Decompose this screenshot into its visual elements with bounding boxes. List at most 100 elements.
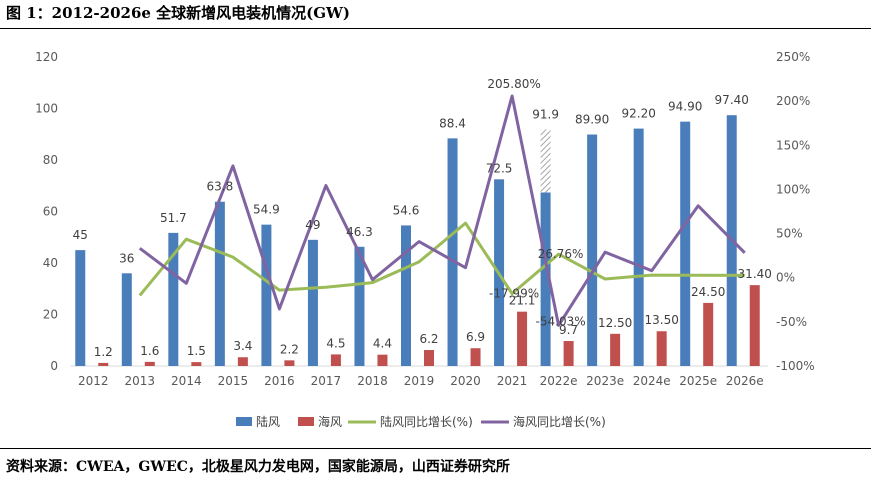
- bar-offshore: [424, 350, 434, 366]
- y-left-tick-label: 80: [43, 153, 58, 167]
- bar-onshore: [540, 192, 551, 366]
- onshore-data-label: 63.8: [207, 180, 234, 194]
- y-right-tick-label: -50%: [776, 315, 807, 329]
- bar-offshore: [610, 333, 621, 366]
- bar-onshore: [633, 128, 644, 366]
- chart-title: 图 1：2012-2026e 全球新增风电装机情况(GW): [6, 4, 350, 22]
- onshore-data-label: 97.40: [715, 93, 749, 107]
- legend-swatch-offshore: [298, 417, 314, 426]
- bar-onshore: [587, 134, 598, 366]
- offshore-data-label: 31.40: [738, 267, 772, 281]
- offshore-data-label: 1.2: [94, 345, 113, 359]
- legend-label: 海风: [318, 414, 342, 429]
- x-tick-label: 2019: [404, 374, 435, 388]
- y-left-tick-label: 100: [35, 102, 58, 116]
- legend-label: 海风同比增长(%): [513, 414, 606, 429]
- x-tick-label: 2017: [311, 374, 342, 388]
- line-onshore-yoy: [138, 221, 745, 297]
- y-left-tick-label: 60: [43, 205, 58, 219]
- y-right-tick-label: 200%: [776, 94, 810, 108]
- chart-canvas: 0 20 40 60 80 100 120 -100% -50% 0% 50% 100% 150% 200…: [35, 50, 815, 429]
- y-right-tick-label: -100%: [776, 359, 815, 373]
- x-tick-label: 2025e: [679, 374, 717, 388]
- bar-onshore: [75, 250, 86, 366]
- y-right-tick-label: 0%: [776, 271, 795, 285]
- bar-onshore: [214, 201, 225, 366]
- line-offshore-yoy: [138, 94, 746, 327]
- y-left-tick-label: 40: [43, 256, 58, 270]
- onshore-data-label: 72.5: [486, 161, 513, 175]
- bar-offshore: [284, 360, 295, 366]
- y-right-tick-label: 100%: [776, 182, 810, 196]
- bar-onshore: [680, 121, 691, 366]
- x-tick-label: 2013: [125, 374, 156, 388]
- bar-onshore: [354, 246, 365, 366]
- yoy-annotation: -54.03%: [536, 314, 586, 328]
- bar-onshore: [447, 138, 458, 366]
- onshore-data-label: 88.4: [439, 116, 466, 130]
- x-tick-label: 2015: [218, 374, 249, 388]
- bar-offshore: [656, 331, 667, 366]
- bar-offshore: [98, 362, 109, 366]
- onshore-data-label: 45: [73, 228, 88, 242]
- offshore-data-label: 4.4: [373, 337, 392, 351]
- offshore-data-label: 2.2: [280, 342, 299, 356]
- bar-onshore: [307, 239, 318, 366]
- source-note: 资料来源：CWEA，GWEC，北极星风力发电网，国家能源局，山西证券研究所: [6, 459, 510, 475]
- onshore-data-label: 51.7: [160, 211, 187, 225]
- yoy-annotation: 205.80%: [487, 77, 540, 91]
- x-tick-label: 2023e: [586, 374, 624, 388]
- y-left-tick-label: 20: [43, 308, 58, 322]
- bar-offshore: [237, 357, 248, 366]
- bar-offshore: [470, 348, 481, 366]
- x-tick-label: 2016: [264, 374, 295, 388]
- legend-label: 陆风同比增长(%): [380, 414, 473, 429]
- y-right-tick-label: 250%: [776, 50, 810, 64]
- onshore-data-label: 46.3: [346, 225, 373, 239]
- yoy-annotation: 26.76%: [538, 247, 584, 261]
- offshore-data-label: 12.50: [598, 316, 632, 330]
- bar-offshore: [330, 354, 341, 366]
- bar-onshore: [121, 273, 132, 366]
- y-right-tick-label: 150%: [776, 138, 810, 152]
- onshore-data-label: 36: [119, 251, 134, 265]
- x-tick-label: 2021: [497, 374, 528, 388]
- y-left-tick-label: 0: [50, 359, 58, 373]
- top-rule: [0, 28, 871, 29]
- offshore-data-label: 1.6: [140, 344, 159, 358]
- x-tick-label: 2020: [450, 374, 481, 388]
- onshore-data-label: 54.9: [253, 203, 280, 217]
- bar-offshore: [563, 341, 574, 366]
- offshore-data-label: 24.50: [691, 285, 725, 299]
- bar-offshore: [703, 302, 714, 366]
- bar-offshore: [144, 361, 155, 366]
- x-tick-label: 2024e: [633, 374, 671, 388]
- offshore-data-label: 1.5: [187, 344, 206, 358]
- bar-onshore: [168, 232, 179, 366]
- offshore-data-label: 4.5: [326, 336, 345, 350]
- legend-label: 陆风: [256, 414, 280, 429]
- yoy-annotation: -17.99%: [489, 287, 539, 301]
- onshore-data-label: 92.20: [621, 107, 655, 121]
- bar-offshore: [191, 362, 202, 366]
- onshore-data-label: 89.90: [575, 113, 609, 127]
- onshore-data-label: 91.9: [532, 107, 559, 121]
- offshore-data-label: 6.2: [419, 332, 438, 346]
- legend-swatch-onshore: [236, 417, 252, 426]
- bar-onshore-hatched: [540, 129, 551, 193]
- bar-offshore: [517, 311, 528, 366]
- bar-onshore: [401, 225, 411, 366]
- offshore-data-label: 6.9: [466, 330, 485, 344]
- onshore-data-label: 49: [305, 218, 320, 232]
- bar-offshore: [749, 285, 760, 366]
- offshore-data-label: 9.7: [559, 323, 578, 337]
- bar-onshore: [261, 224, 272, 366]
- bottom-rule: [0, 448, 871, 449]
- x-tick-label: 2018: [357, 374, 388, 388]
- offshore-data-label: 13.50: [644, 313, 678, 327]
- onshore-data-label: 94.90: [668, 100, 702, 114]
- x-tick-label: 2022e: [540, 374, 578, 388]
- offshore-data-label: 3.4: [233, 339, 252, 353]
- x-tick-label: 2012: [78, 374, 109, 388]
- offshore-data-label: 21.1: [509, 294, 536, 308]
